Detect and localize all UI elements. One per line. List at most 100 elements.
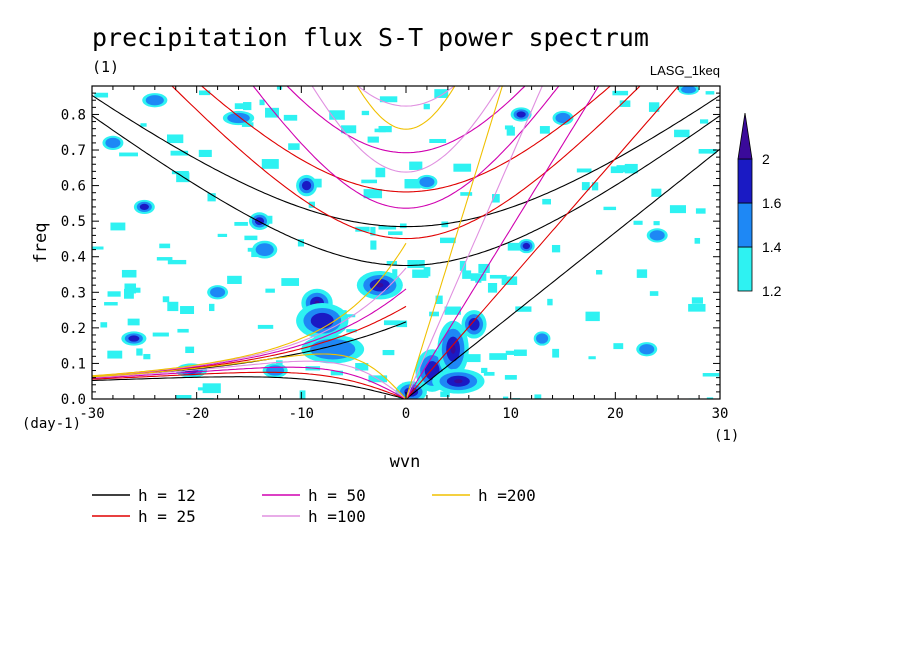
noise-cell <box>167 301 179 312</box>
plot-area <box>92 86 720 399</box>
noise-cell <box>361 179 378 184</box>
noise-cell <box>202 383 221 394</box>
noise-cell <box>261 159 279 169</box>
signal-blob <box>128 335 140 342</box>
noise-cell <box>110 222 126 231</box>
noise-cell <box>483 371 495 376</box>
gravity-wave-curve <box>357 86 455 107</box>
noise-cell <box>185 346 195 354</box>
legend-label: h =200 <box>478 486 536 505</box>
noise-cell <box>392 269 398 278</box>
noise-cell <box>374 128 386 133</box>
legend-label: h = 12 <box>138 486 196 505</box>
legend-label: h = 50 <box>308 486 366 505</box>
signal-blob <box>105 137 121 149</box>
noise-cell <box>653 221 660 226</box>
noise-cell <box>124 283 137 294</box>
signal-blob <box>376 282 384 288</box>
y-tick-label: 0.6 <box>61 179 86 195</box>
x-tick-label: -10 <box>289 406 314 422</box>
noise-cell <box>466 354 481 363</box>
signal-blob <box>310 312 334 329</box>
noise-cell <box>198 149 212 157</box>
noise-cell <box>539 126 550 134</box>
noise-cell <box>234 103 245 110</box>
noise-cell <box>94 92 109 98</box>
signal-blob <box>516 111 526 118</box>
signal-blob <box>468 318 480 331</box>
noise-cell <box>244 235 258 241</box>
noise-cell <box>616 165 632 173</box>
noise-cell <box>674 129 690 138</box>
noise-cell <box>507 242 526 251</box>
noise-cell <box>121 269 137 278</box>
noise-cell <box>669 205 686 214</box>
noise-cell <box>199 90 211 96</box>
noise-cell <box>699 119 709 124</box>
noise-cell <box>375 167 386 178</box>
noise-cell <box>576 168 592 173</box>
rossby-curve <box>92 366 407 399</box>
noise-cell <box>383 320 400 326</box>
noise-cell <box>547 298 553 306</box>
x-tick-label: 0 <box>402 406 410 422</box>
noise-cell <box>409 161 423 170</box>
noise-cell <box>329 110 345 120</box>
noise-cell <box>434 89 449 98</box>
noise-cell <box>633 220 643 225</box>
noise-cell <box>382 349 395 356</box>
signal-blob <box>145 95 164 106</box>
noise-cell <box>502 396 509 399</box>
noise-cell <box>308 201 315 208</box>
noise-cell <box>281 278 300 286</box>
chart-subtitle: (1) <box>92 58 119 76</box>
noise-cell <box>444 306 461 315</box>
signal-blob <box>210 287 226 298</box>
noise-cell <box>489 274 507 279</box>
y-tick-label: 0.7 <box>61 143 86 159</box>
rossby-curve <box>92 376 407 399</box>
noise-cell <box>470 273 487 281</box>
noise-cell <box>429 138 447 144</box>
noise-cell <box>613 343 624 350</box>
y-unit-label: (day-1) <box>22 416 81 432</box>
gravity-wave-curve <box>92 115 720 267</box>
noise-cell <box>705 91 715 95</box>
noise-cell <box>379 96 398 103</box>
noise-cell <box>478 263 490 274</box>
signal-blob <box>454 379 463 384</box>
noise-cell <box>367 136 379 143</box>
rossby-curve <box>92 360 407 399</box>
y-tick-label: 0.8 <box>61 107 86 123</box>
noise-cell <box>355 226 370 232</box>
noise-cell <box>207 193 216 202</box>
noise-cell <box>505 350 521 355</box>
noise-cell <box>440 391 450 397</box>
x-axis-label: wvn <box>390 452 421 472</box>
colorbar-segment <box>737 158 753 204</box>
rossby-curve <box>92 353 407 399</box>
noise-cell <box>581 182 590 191</box>
noise-cell <box>651 188 662 197</box>
x-tick-label: -20 <box>184 406 209 422</box>
mixed-rossby-gravity-curve <box>92 242 407 377</box>
colorbar-segment <box>737 202 753 248</box>
signal-blob <box>536 333 549 344</box>
kelvin-curve <box>405 148 720 399</box>
noise-cell <box>370 240 377 250</box>
noise-cell <box>624 163 638 174</box>
noise-cell <box>143 353 151 360</box>
noise-cell <box>197 387 205 391</box>
legend: h = 12 h = 25 h = 50 h =100 h =200 <box>92 486 536 526</box>
noise-cell <box>175 395 192 399</box>
x-tick-label: 30 <box>712 406 729 422</box>
kelvin-curve <box>405 86 543 399</box>
noise-cell <box>386 261 397 266</box>
noise-cell <box>234 221 248 226</box>
noise-cell <box>698 149 717 154</box>
gravity-wave-curve <box>311 86 501 173</box>
noise-cell <box>440 237 456 244</box>
signal-blob <box>555 112 571 124</box>
y-axis-label: freq <box>31 223 51 264</box>
